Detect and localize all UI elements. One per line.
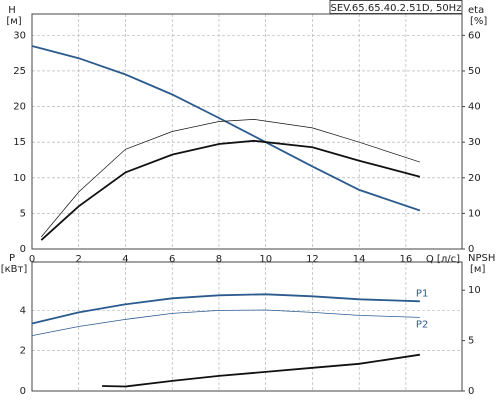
x-tick-label: 4: [122, 254, 128, 265]
curve: [31, 293, 420, 325]
y-tick-label: 15: [13, 137, 26, 148]
y-tick-label: 2: [20, 346, 26, 357]
x-axis-label: Q [л/с]: [426, 254, 460, 265]
chart-title: SEV.65.65.40.2.51D, 50Hz: [331, 3, 462, 14]
curve: [31, 309, 420, 336]
y-tick-label: 4: [20, 305, 26, 316]
y2-tick-label: 0: [468, 386, 474, 397]
y2-axis-unit: [м]: [470, 264, 485, 275]
x-tick-label: 12: [306, 254, 319, 265]
y2-tick-label: 50: [468, 66, 481, 77]
y-tick-label: 10: [13, 173, 26, 184]
y2-tick-label: 5: [468, 336, 474, 347]
x-tick-label: 16: [400, 254, 413, 265]
plot-frame: [31, 261, 463, 392]
y-axis-label: H: [8, 5, 16, 16]
y-tick-label: 25: [13, 66, 26, 77]
x-tick-label: 14: [353, 254, 366, 265]
x-tick-label: 0: [29, 254, 35, 265]
curve: [102, 353, 421, 388]
plot-frame: [31, 13, 463, 250]
y-axis-label: P: [9, 253, 15, 264]
y2-tick-label: 40: [468, 102, 481, 113]
y2-tick-label: 10: [468, 285, 481, 296]
y2-tick-label: 60: [468, 30, 481, 41]
curve: [41, 119, 421, 238]
y2-tick-label: 30: [468, 137, 481, 148]
y2-axis-unit: [%]: [470, 16, 487, 27]
x-tick-label: 6: [169, 254, 175, 265]
y-axis-unit: [кВт]: [1, 264, 28, 275]
y2-tick-label: 10: [468, 208, 481, 219]
x-tick-label: 8: [216, 254, 222, 265]
y2-tick-label: 20: [468, 173, 481, 184]
y-tick-label: 0: [20, 244, 26, 255]
series-label: P1: [416, 288, 428, 299]
y2-tick-label: 0: [468, 244, 474, 255]
series-label: P2: [416, 319, 428, 330]
y-tick-label: 30: [13, 30, 26, 41]
curve: [31, 45, 421, 212]
y-tick-label: 20: [13, 102, 26, 113]
y2-axis-label: eta: [468, 5, 484, 16]
y-axis-unit: [м]: [6, 16, 21, 27]
y2-axis-label: NPSH: [468, 253, 495, 264]
y-tick-label: 0: [20, 386, 26, 397]
x-tick-label: 10: [259, 254, 272, 265]
x-tick-label: 2: [76, 254, 82, 265]
curve: [40, 139, 421, 241]
y-tick-label: 5: [20, 208, 26, 219]
